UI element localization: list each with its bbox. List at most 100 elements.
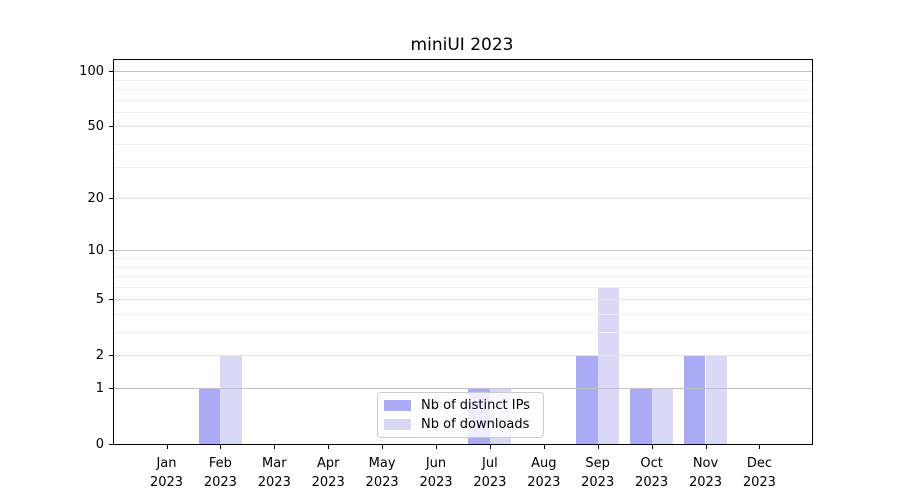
month-label: Oct	[640, 456, 663, 471]
legend-swatch-distinct-ips	[384, 400, 411, 411]
y-tick-10	[109, 250, 113, 252]
legend-label-downloads: Nb of downloads	[421, 417, 530, 432]
year-label: 2023	[419, 475, 453, 490]
gridline-y-2	[114, 355, 812, 357]
bar-downloads-nov	[705, 355, 728, 444]
x-tick-label-sep: Sep 2023	[566, 454, 630, 492]
x-tick-jun	[436, 445, 437, 449]
gridline-y-5	[114, 299, 812, 301]
x-tick-mar	[274, 445, 276, 449]
month-label: May	[368, 456, 396, 471]
x-tick-label-oct: Oct 2023	[620, 454, 684, 492]
x-tick-label-may: May 2023	[350, 454, 414, 492]
month-label: Jun	[425, 456, 447, 471]
year-label: 2023	[257, 475, 291, 490]
month-label: Jul	[482, 456, 498, 471]
bar-downloads-feb	[220, 355, 242, 444]
y-tick-100	[109, 71, 113, 73]
gridline-y-9	[114, 257, 812, 259]
month-label: Aug	[531, 456, 557, 471]
bar-distinct-ips-oct	[630, 388, 652, 444]
bar-downloads-sep	[597, 286, 620, 444]
year-label: 2023	[149, 475, 184, 490]
gridline-y-60	[114, 111, 812, 113]
month-label: Sep	[585, 456, 610, 471]
x-tick-label-apr: Apr 2023	[296, 454, 360, 492]
y-tick-label-1: 1	[95, 380, 104, 396]
x-tick-label-jun: Jun 2023	[404, 454, 468, 492]
gridline-y-80	[114, 89, 812, 90]
gridline-y-8	[114, 266, 812, 268]
y-tick-label-0: 0	[95, 436, 104, 452]
gridline-y-30	[114, 166, 812, 168]
x-tick-oct	[651, 445, 653, 449]
year-label: 2023	[473, 475, 507, 490]
x-tick-aug	[543, 445, 545, 449]
gridline-y-100	[114, 71, 812, 73]
gridline-y-70	[114, 99, 812, 101]
bar-distinct-ips-feb	[198, 388, 221, 444]
x-tick-sep	[597, 445, 599, 449]
x-tick-jan	[166, 445, 168, 449]
plot-area	[113, 59, 813, 445]
year-label: 2023	[203, 475, 237, 490]
y-tick-label-5: 5	[95, 291, 104, 307]
x-tick-jul	[489, 445, 491, 449]
year-label: 2023	[365, 475, 399, 490]
x-tick-label-aug: Aug 2023	[512, 454, 576, 492]
x-tick-label-nov: Nov 2023	[674, 454, 738, 492]
x-tick-nov	[705, 445, 707, 449]
month-label: Jan	[156, 456, 177, 471]
y-tick-label-100: 100	[79, 63, 104, 79]
x-tick-label-jan: Jan 2023	[135, 454, 199, 492]
gridline-y-1	[114, 388, 812, 389]
gridline-y-4	[114, 313, 812, 315]
y-tick-label-20: 20	[87, 190, 104, 206]
x-tick-apr	[328, 445, 330, 449]
x-tick-label-mar: Mar 2023	[242, 454, 306, 492]
month-label: Feb	[208, 456, 232, 471]
legend-entry-downloads: Nb of downloads	[384, 417, 537, 432]
y-tick-50	[109, 126, 113, 128]
x-tick-may	[382, 445, 384, 449]
gridline-y-40	[114, 144, 812, 145]
gridline-y-50	[114, 126, 812, 128]
month-label: Mar	[262, 456, 287, 471]
legend-swatch-downloads	[384, 419, 411, 430]
gridline-y-3	[114, 332, 812, 333]
gridline-y-90	[114, 79, 812, 81]
legend-label-distinct-ips: Nb of distinct IPs	[421, 398, 530, 413]
y-tick-2	[109, 355, 113, 357]
gridline-y-10	[114, 250, 812, 252]
bar-downloads-oct	[651, 388, 674, 444]
y-tick-20	[109, 198, 113, 200]
y-tick-label-2: 2	[95, 347, 104, 363]
gridline-y-7	[114, 276, 812, 278]
bar-distinct-ips-sep	[576, 355, 598, 444]
x-tick-label-dec: Dec 2023	[727, 454, 791, 492]
year-label: 2023	[635, 475, 669, 490]
year-label: 2023	[527, 475, 561, 490]
bar-distinct-ips-nov	[683, 355, 706, 444]
year-label: 2023	[688, 475, 723, 490]
month-label: Nov	[692, 456, 719, 471]
month-label: Apr	[316, 456, 340, 471]
y-tick-5	[109, 299, 113, 301]
x-tick-label-feb: Feb 2023	[188, 454, 252, 492]
month-label: Dec	[746, 456, 772, 471]
gridline-y-6	[114, 286, 812, 288]
x-tick-label-jul: Jul 2023	[458, 454, 522, 492]
y-tick-1	[109, 388, 113, 389]
year-label: 2023	[742, 475, 776, 490]
legend: Nb of distinct IPs Nb of downloads	[377, 392, 544, 438]
x-tick-feb	[220, 445, 222, 449]
y-tick-0	[109, 444, 113, 445]
x-tick-dec	[759, 445, 761, 449]
y-tick-label-50: 50	[87, 118, 104, 134]
year-label: 2023	[581, 475, 615, 490]
chart-title: miniUI 2023	[410, 35, 514, 55]
gridline-y-20	[114, 198, 812, 200]
y-tick-label-10: 10	[87, 242, 104, 258]
legend-entry-distinct-ips: Nb of distinct IPs	[384, 398, 537, 413]
